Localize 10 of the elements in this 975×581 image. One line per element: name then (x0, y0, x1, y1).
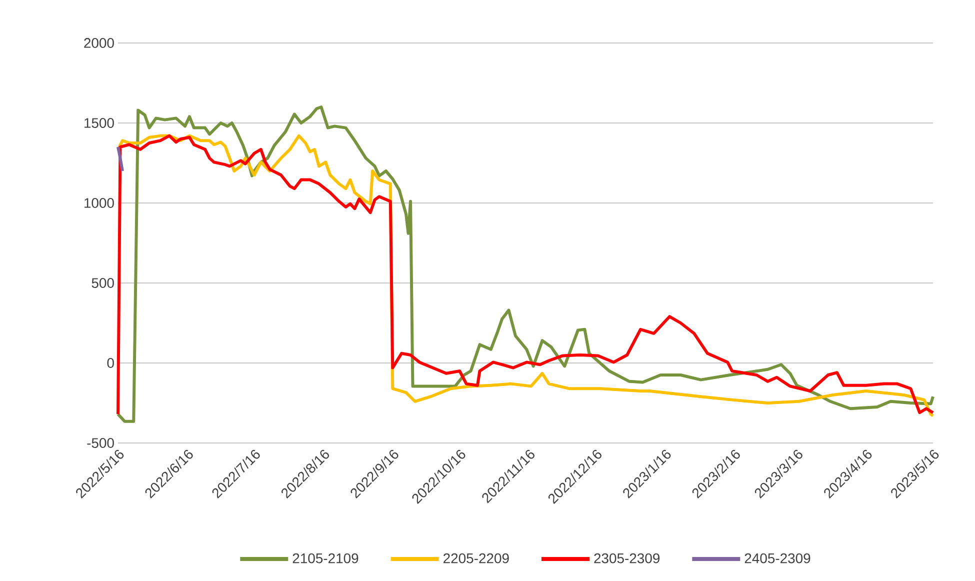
legend-label: 2305-2309 (594, 553, 660, 564)
y-tick-label: 500 (92, 278, 114, 288)
y-tick-label: -500 (87, 438, 114, 448)
legend-label: 2105-2109 (292, 553, 358, 564)
y-tick-label: 1500 (84, 118, 114, 128)
legend-label: 2205-2209 (444, 553, 509, 564)
y-tick-label: 1000 (84, 198, 114, 208)
y-tick-label: 2000 (84, 38, 114, 48)
legend-label: 2405-2309 (744, 553, 810, 564)
y-tick-label: 0 (107, 358, 114, 368)
